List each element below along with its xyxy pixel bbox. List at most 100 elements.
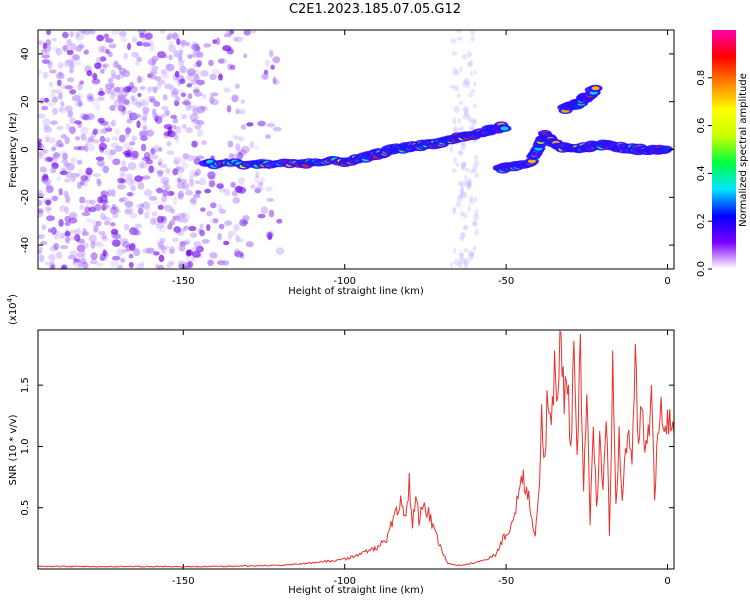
noise-blob [39, 97, 45, 105]
noise-blob [228, 153, 234, 161]
streak-blob [463, 262, 468, 269]
streak-blob [462, 105, 469, 113]
noise-blob [96, 56, 103, 65]
noise-blob [81, 178, 88, 184]
noise-blob [267, 232, 273, 241]
noise-blob [84, 204, 90, 211]
noise-blob [175, 88, 184, 95]
noise-blob [78, 145, 87, 151]
noise-blob [54, 234, 64, 240]
noise-blob [88, 30, 96, 35]
noise-blob [272, 56, 281, 64]
noise-blob [174, 227, 183, 236]
noise-blob [86, 218, 93, 224]
noise-blob [96, 178, 101, 185]
noise-blob [49, 69, 57, 74]
streak-blob [460, 181, 466, 188]
noise-blob [175, 125, 182, 134]
noise-blob [153, 101, 161, 107]
noise-blob [179, 65, 187, 74]
noise-blob [51, 96, 59, 103]
noise-blob [217, 232, 222, 241]
streak-blob [459, 141, 466, 147]
noise-blob [160, 176, 170, 185]
noise-blob [66, 39, 72, 47]
noise-blob [276, 218, 283, 224]
streak-blob [464, 167, 470, 172]
noise-blob [64, 230, 71, 237]
noise-blob [180, 41, 186, 48]
noise-blob [96, 242, 105, 248]
noise-blob [166, 141, 172, 147]
noise-blob [111, 239, 121, 247]
streak-blob [473, 118, 478, 123]
streak-blob [474, 155, 479, 160]
spectrogram-x-tick-label: -100 [333, 276, 356, 287]
noise-blob [53, 152, 61, 158]
streak-blob [459, 193, 463, 200]
noise-blob [177, 192, 184, 200]
noise-blob [222, 45, 232, 52]
noise-blob [72, 58, 82, 66]
noise-blob [110, 142, 119, 148]
noise-blob [182, 100, 192, 106]
noise-blob [117, 104, 126, 112]
noise-blob [96, 180, 103, 187]
noise-blob [45, 134, 50, 143]
noise-blob [186, 73, 195, 82]
noise-blob [56, 176, 62, 182]
noise-blob [38, 208, 44, 214]
noise-blob [69, 89, 77, 95]
noise-blob [62, 45, 67, 51]
noise-blob [112, 158, 121, 166]
noise-blob [82, 261, 89, 269]
streak-blob [468, 252, 475, 261]
noise-blob [97, 45, 105, 53]
noise-blob [68, 235, 77, 241]
spectrogram-panel: -150 -100 -50 0 -40 -20 0 20 40 Height of strai… [8, 29, 675, 297]
noise-blob [112, 234, 122, 240]
noise-blob [169, 260, 175, 266]
noise-blob [169, 86, 176, 95]
spectrogram-x-axis-label: Height of straight line (km) [288, 286, 424, 297]
noise-blob [39, 254, 45, 263]
noise-blob [239, 109, 246, 115]
streak-blob [453, 125, 458, 133]
noise-blob [52, 107, 58, 115]
noise-blob [193, 91, 203, 97]
noise-blob [272, 78, 280, 85]
noise-blob [218, 73, 223, 81]
streak-blob [468, 180, 472, 189]
noise-blob [158, 226, 167, 233]
noise-blob [167, 190, 175, 196]
noise-blob [92, 72, 98, 80]
noise-blob [141, 175, 151, 180]
noise-blob [135, 61, 140, 66]
noise-blob [185, 127, 193, 134]
noise-blob [127, 162, 137, 171]
noise-blob [59, 245, 69, 250]
trace-core [527, 159, 536, 164]
noise-blob [194, 180, 200, 185]
streak-blob [464, 111, 468, 117]
streak-blob [463, 107, 470, 116]
noise-blob [195, 168, 202, 176]
streak-blob [469, 30, 476, 35]
noise-blob [193, 172, 199, 177]
noise-blob [199, 229, 205, 237]
noise-blob [117, 93, 127, 101]
noise-blob [59, 205, 66, 212]
noise-blob [121, 249, 128, 254]
noise-blob [217, 203, 223, 211]
noise-blob [151, 108, 157, 116]
noise-blob [195, 190, 202, 195]
trace-core [500, 126, 509, 131]
noise-blob [149, 217, 156, 226]
noise-blob [56, 139, 63, 148]
streak-blob [458, 251, 464, 258]
noise-blob [101, 63, 110, 68]
noise-blob [200, 106, 208, 111]
noise-blob [165, 167, 171, 175]
streak-blob [470, 35, 475, 43]
noise-blob [262, 73, 268, 80]
